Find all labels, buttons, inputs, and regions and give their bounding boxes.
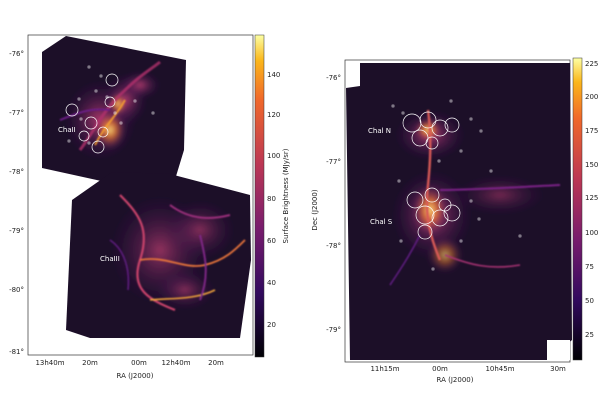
colorbar-tick: 200 xyxy=(585,93,598,101)
blank-corner xyxy=(547,340,570,360)
chaii-label: ChaII xyxy=(58,126,76,134)
left-colorbar xyxy=(254,34,265,358)
colorbar-tick: 50 xyxy=(585,297,594,305)
right-colorbar-ticks: 225 200 175 150 125 100 75 50 25 xyxy=(585,60,598,339)
colorbar-tick: 80 xyxy=(267,195,276,203)
chai-north-source-circles xyxy=(402,111,460,150)
chai-filaments xyxy=(389,109,561,286)
chaiii-label: ChaIII xyxy=(100,255,120,263)
dec-tick: -76° xyxy=(326,74,341,82)
right-ra-ticks: 11h15m 00m 10h45m 30m xyxy=(370,365,566,373)
chaiii-filaments xyxy=(109,194,246,312)
right-x-axis-label: RA (J2000) xyxy=(437,376,474,384)
chal-n-label: Chal N xyxy=(368,127,391,135)
left-panel: ChaII ChaIII -76° -77° -78° -79° -80° -8… xyxy=(9,34,290,380)
ra-tick: 00m xyxy=(131,359,147,367)
right-panel: Chal N Chal S -76° -77° -78° -79° Dec (J… xyxy=(311,57,598,384)
dec-tick: -78° xyxy=(9,168,24,176)
ra-tick: 13h40m xyxy=(35,359,64,367)
chaii-source-markers xyxy=(67,65,155,145)
colorbar-tick: 75 xyxy=(585,263,594,271)
ra-tick: 10h45m xyxy=(485,365,514,373)
dec-tick: -78° xyxy=(326,242,341,250)
ra-tick: 20m xyxy=(208,359,224,367)
dec-tick: -77° xyxy=(9,109,24,117)
chaii-filaments xyxy=(59,60,161,151)
right-dec-ticks: -76° -77° -78° -79° xyxy=(326,74,341,334)
ra-tick: 20m xyxy=(82,359,98,367)
chaii-source-circles xyxy=(65,73,119,154)
colorbar-tick: 175 xyxy=(585,127,598,135)
ra-tick: 30m xyxy=(550,365,566,373)
colorbar-tick: 25 xyxy=(585,331,594,339)
colorbar-tick: 40 xyxy=(267,279,276,287)
right-colorbar xyxy=(572,57,583,361)
left-colorbar-ticks: 140 120 100 80 60 40 20 xyxy=(267,71,280,329)
colorbar-tick: 60 xyxy=(267,237,276,245)
left-dec-ticks: -76° -77° -78° -79° -80° -81° xyxy=(9,50,24,356)
chaiii-emission xyxy=(110,195,235,310)
dec-tick: -79° xyxy=(326,326,341,334)
colorbar-tick: 140 xyxy=(267,71,280,79)
dec-tick: -80° xyxy=(9,286,24,294)
chai-south-source-circles xyxy=(406,187,461,240)
chai-source-markers xyxy=(391,99,522,271)
left-colorbar-label: Surface Brightness (MJy/sr) xyxy=(282,148,290,243)
dec-tick: -81° xyxy=(9,348,24,356)
left-x-axis-label: RA (J2000) xyxy=(117,372,154,380)
colorbar-tick: 100 xyxy=(585,229,598,237)
right-y-axis-label: Dec (J2000) xyxy=(311,189,319,230)
chal-s-label: Chal S xyxy=(370,218,393,226)
colorbar-tick: 20 xyxy=(267,321,276,329)
left-axes-frame xyxy=(27,34,254,356)
colorbar-tick: 150 xyxy=(585,161,598,169)
colorbar-tick: 100 xyxy=(267,152,280,160)
colorbar-tick: 125 xyxy=(585,194,598,202)
dec-tick: -77° xyxy=(326,158,341,166)
colorbar-tick: 120 xyxy=(267,111,280,119)
colorbar-tick: 225 xyxy=(585,60,598,68)
dec-tick: -79° xyxy=(9,227,24,235)
dec-tick: -76° xyxy=(9,50,24,58)
ra-tick: 11h15m xyxy=(370,365,399,373)
ra-tick: 12h40m xyxy=(161,359,190,367)
left-ra-ticks: 13h40m 20m 00m 12h40m 20m xyxy=(35,359,224,367)
ra-tick: 00m xyxy=(432,365,448,373)
